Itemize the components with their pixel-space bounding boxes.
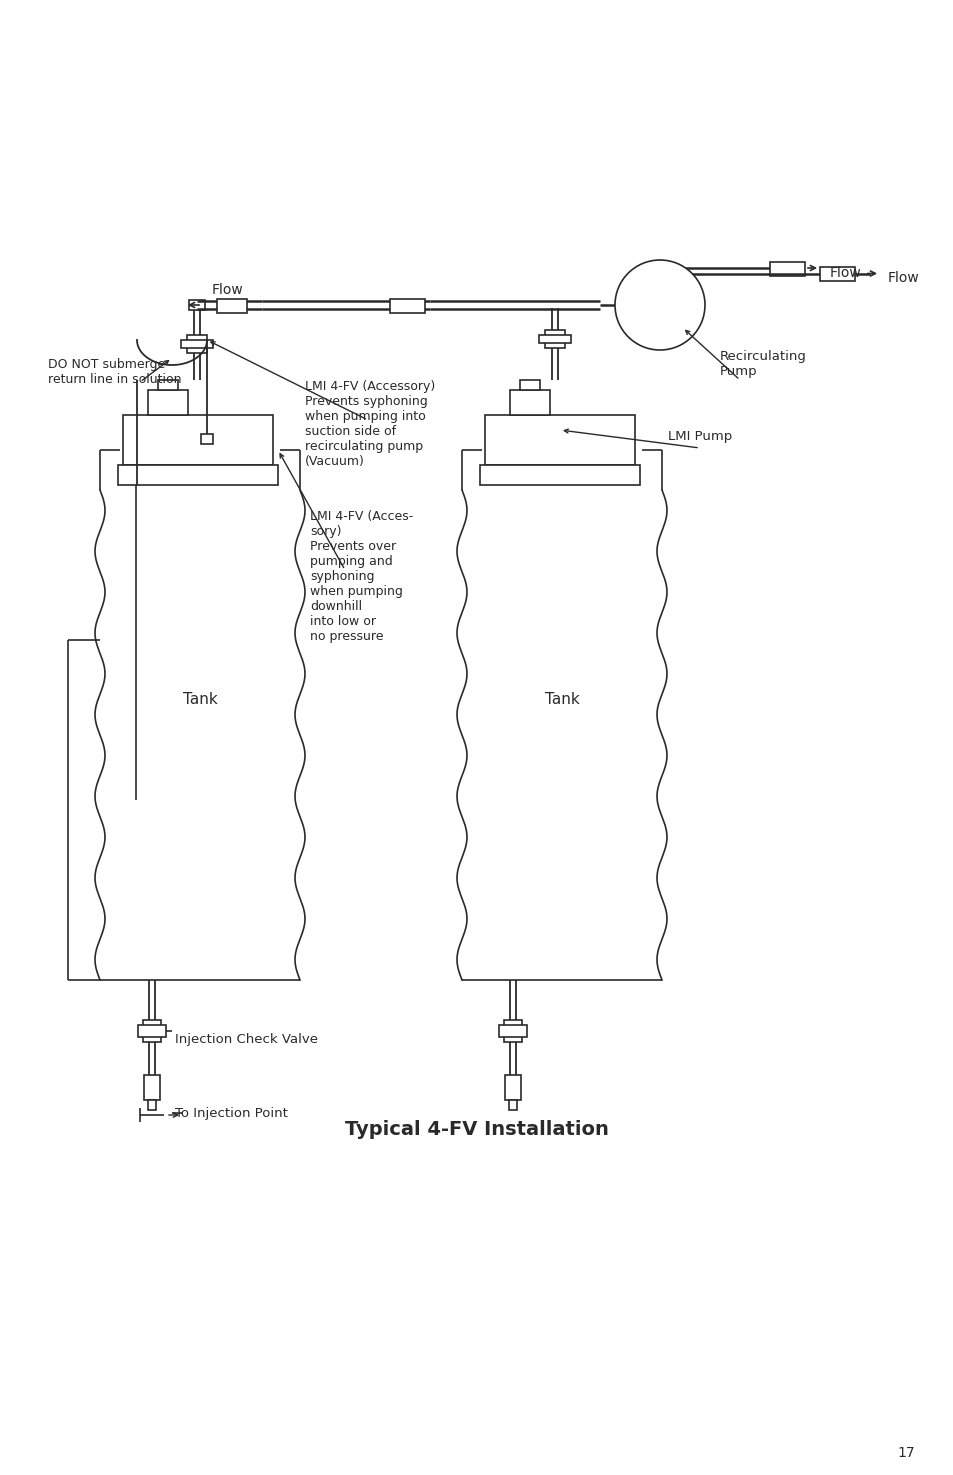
Bar <box>390 299 424 313</box>
Bar <box>538 335 571 344</box>
Bar <box>544 330 564 348</box>
Bar <box>158 381 178 389</box>
Text: LMI 4-FV (Accessory)
Prevents syphoning
when pumping into
suction side of
recirc: LMI 4-FV (Accessory) Prevents syphoning … <box>305 381 435 468</box>
Text: LMI Pump: LMI Pump <box>667 431 732 442</box>
Bar <box>148 389 188 414</box>
Bar <box>118 465 277 485</box>
Bar <box>820 267 854 280</box>
Bar <box>144 1075 160 1100</box>
Text: Typical 4-FV Installation: Typical 4-FV Installation <box>345 1120 608 1139</box>
Bar <box>510 389 550 414</box>
Text: Recirculating
Pump: Recirculating Pump <box>720 350 806 378</box>
Text: Flow: Flow <box>887 271 919 286</box>
Text: DO NOT submerge
return line in solution: DO NOT submerge return line in solution <box>48 358 181 386</box>
Bar <box>769 263 804 276</box>
Bar <box>519 381 539 389</box>
Text: Flow: Flow <box>212 283 244 296</box>
Text: Tank: Tank <box>544 692 578 708</box>
Bar <box>216 299 247 313</box>
Text: 17: 17 <box>897 1446 914 1460</box>
Bar <box>143 1021 161 1041</box>
Text: To Injection Point: To Injection Point <box>174 1106 288 1120</box>
Bar <box>123 414 273 465</box>
Bar <box>504 1075 520 1100</box>
Bar <box>148 1100 156 1111</box>
Bar <box>484 414 635 465</box>
Bar <box>503 1021 521 1041</box>
Bar <box>509 1100 517 1111</box>
Bar <box>189 299 205 310</box>
Text: LMI 4-FV (Acces-
sory)
Prevents over
pumping and
syphoning
when pumping
downhill: LMI 4-FV (Acces- sory) Prevents over pum… <box>310 510 413 643</box>
Text: Flow: Flow <box>829 266 861 280</box>
Bar <box>498 1025 526 1037</box>
Bar <box>187 335 207 353</box>
Bar <box>138 1025 166 1037</box>
Bar <box>201 434 213 444</box>
Circle shape <box>615 260 704 350</box>
Bar <box>181 341 213 348</box>
Bar <box>479 465 639 485</box>
Text: Injection Check Valve: Injection Check Valve <box>174 1034 317 1046</box>
Text: Tank: Tank <box>182 692 217 708</box>
